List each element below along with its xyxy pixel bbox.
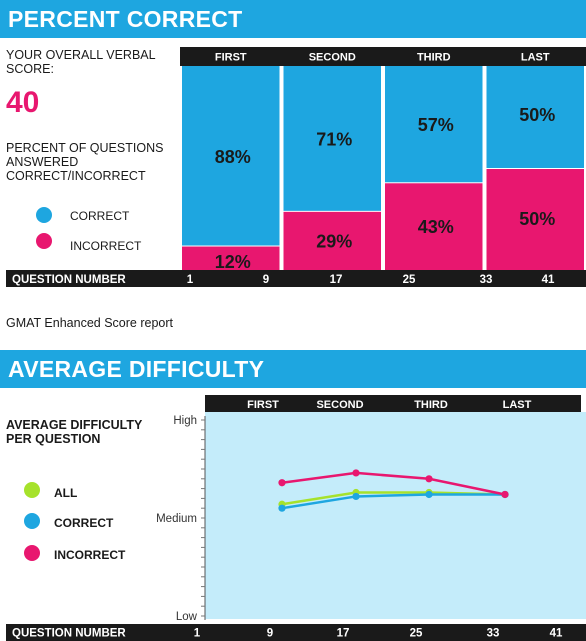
- bar-incorrect-first: [182, 246, 280, 270]
- chart2-ylabel-high: High: [173, 415, 197, 427]
- bar-correct-last: [486, 66, 584, 168]
- score-label: YOUR OVERALL VERBAL SCORE:: [6, 48, 156, 76]
- chart2-xtick-9: 9: [267, 628, 273, 640]
- chart1-xtick-41: 41: [542, 274, 555, 286]
- legend-correct-dot: [36, 207, 52, 223]
- difficulty-description: AVERAGE DIFFICULTY PER QUESTION: [6, 418, 143, 446]
- chart2-ylabel-low: Low: [176, 611, 198, 623]
- bar-incorrect-third: [385, 183, 483, 270]
- chart1-xtick-25: 25: [403, 274, 416, 286]
- line-incorrect: [281, 471, 506, 496]
- score-value: 40: [6, 86, 40, 119]
- chart2-axis-bar: [6, 624, 586, 641]
- legend-correct-label-2: CORRECT: [54, 516, 114, 530]
- line-correct: [281, 493, 505, 510]
- chart2-xtick-33: 33: [487, 628, 500, 640]
- percent-description: PERCENT OF QUESTIONS ANSWERED CORRECT/IN…: [6, 141, 164, 183]
- label-incorrect-last: 50%: [519, 209, 555, 229]
- legend-all-label: ALL: [54, 486, 78, 500]
- chart2-xtick-25: 25: [410, 628, 423, 640]
- chart1-xtick-1: 1: [187, 274, 194, 286]
- legend-incorrect-dot-2: [24, 545, 40, 561]
- chart2-xtick-1: 1: [194, 628, 201, 640]
- label-correct-first: 88%: [215, 147, 251, 167]
- label-correct-last: 50%: [519, 105, 555, 125]
- chart1-xtick-17: 17: [330, 274, 343, 286]
- chart2-header-bar: [205, 395, 581, 412]
- legend-correct-dot-2: [24, 513, 40, 529]
- chart2-category-second: SECOND: [316, 399, 363, 411]
- chart2-ylabel-medium: Medium: [156, 513, 197, 525]
- legend-all-dot: [24, 482, 40, 498]
- chart2-plot-bg: [205, 412, 586, 619]
- label-incorrect-third: 43%: [418, 217, 454, 237]
- chart2-xtick-17: 17: [337, 628, 350, 640]
- chart2-category-first: FIRST: [247, 399, 279, 411]
- bar-correct-second: [283, 66, 381, 211]
- caption: GMAT Enhanced Score report: [6, 316, 173, 330]
- percent-correct-chart: QUESTION NUMBER FIRST SECOND THIRD LAST 88%…: [6, 47, 586, 287]
- label-correct-third: 57%: [418, 115, 454, 135]
- legend-incorrect-label-2: INCORRECT: [54, 548, 126, 562]
- chart1-xtick-9: 9: [263, 274, 269, 286]
- percent-correct-banner: PERCENT CORRECT: [0, 0, 586, 38]
- bar-correct-third: [385, 66, 483, 183]
- point-incorrect-first: [278, 479, 286, 487]
- bar-incorrect-second: [283, 211, 381, 270]
- chart1-header-bar: [180, 47, 586, 66]
- chart1-category-third: THIRD: [417, 52, 451, 64]
- label-incorrect-second: 29%: [316, 231, 352, 251]
- chart2-category-last: LAST: [503, 399, 532, 411]
- point-correct-second: [352, 492, 360, 501]
- chart1-xlabel: QUESTION NUMBER: [12, 274, 126, 286]
- point-incorrect-third: [425, 475, 433, 483]
- legend-incorrect-dot: [36, 233, 52, 249]
- chart2-category-third: THIRD: [414, 399, 448, 411]
- average-difficulty-banner: AVERAGE DIFFICULTY: [0, 350, 586, 388]
- chart1-axis-bar: [6, 270, 586, 287]
- chart1-category-second: SECOND: [309, 52, 356, 64]
- point-incorrect-last: [501, 490, 509, 499]
- chart2-xtick-41: 41: [550, 628, 563, 640]
- legend-incorrect-label: INCORRECT: [70, 239, 142, 253]
- chart1-category-last: LAST: [521, 52, 550, 64]
- average-difficulty-chart: Low Medium High QUESTION NUMBER FIRST SECON…: [6, 395, 586, 641]
- chart2-xlabel: QUESTION NUMBER: [12, 628, 126, 640]
- point-correct-third: [425, 490, 433, 499]
- chart1-category-first: FIRST: [215, 52, 247, 64]
- point-incorrect-second: [352, 469, 360, 477]
- point-correct-first: [278, 504, 286, 512]
- label-correct-second: 71%: [316, 129, 352, 149]
- legend-correct-label: CORRECT: [70, 209, 130, 223]
- label-incorrect-first: 12%: [215, 252, 251, 272]
- chart1-xtick-33: 33: [480, 274, 493, 286]
- bar-correct-first: [182, 66, 280, 246]
- bar-incorrect-last: [486, 169, 584, 270]
